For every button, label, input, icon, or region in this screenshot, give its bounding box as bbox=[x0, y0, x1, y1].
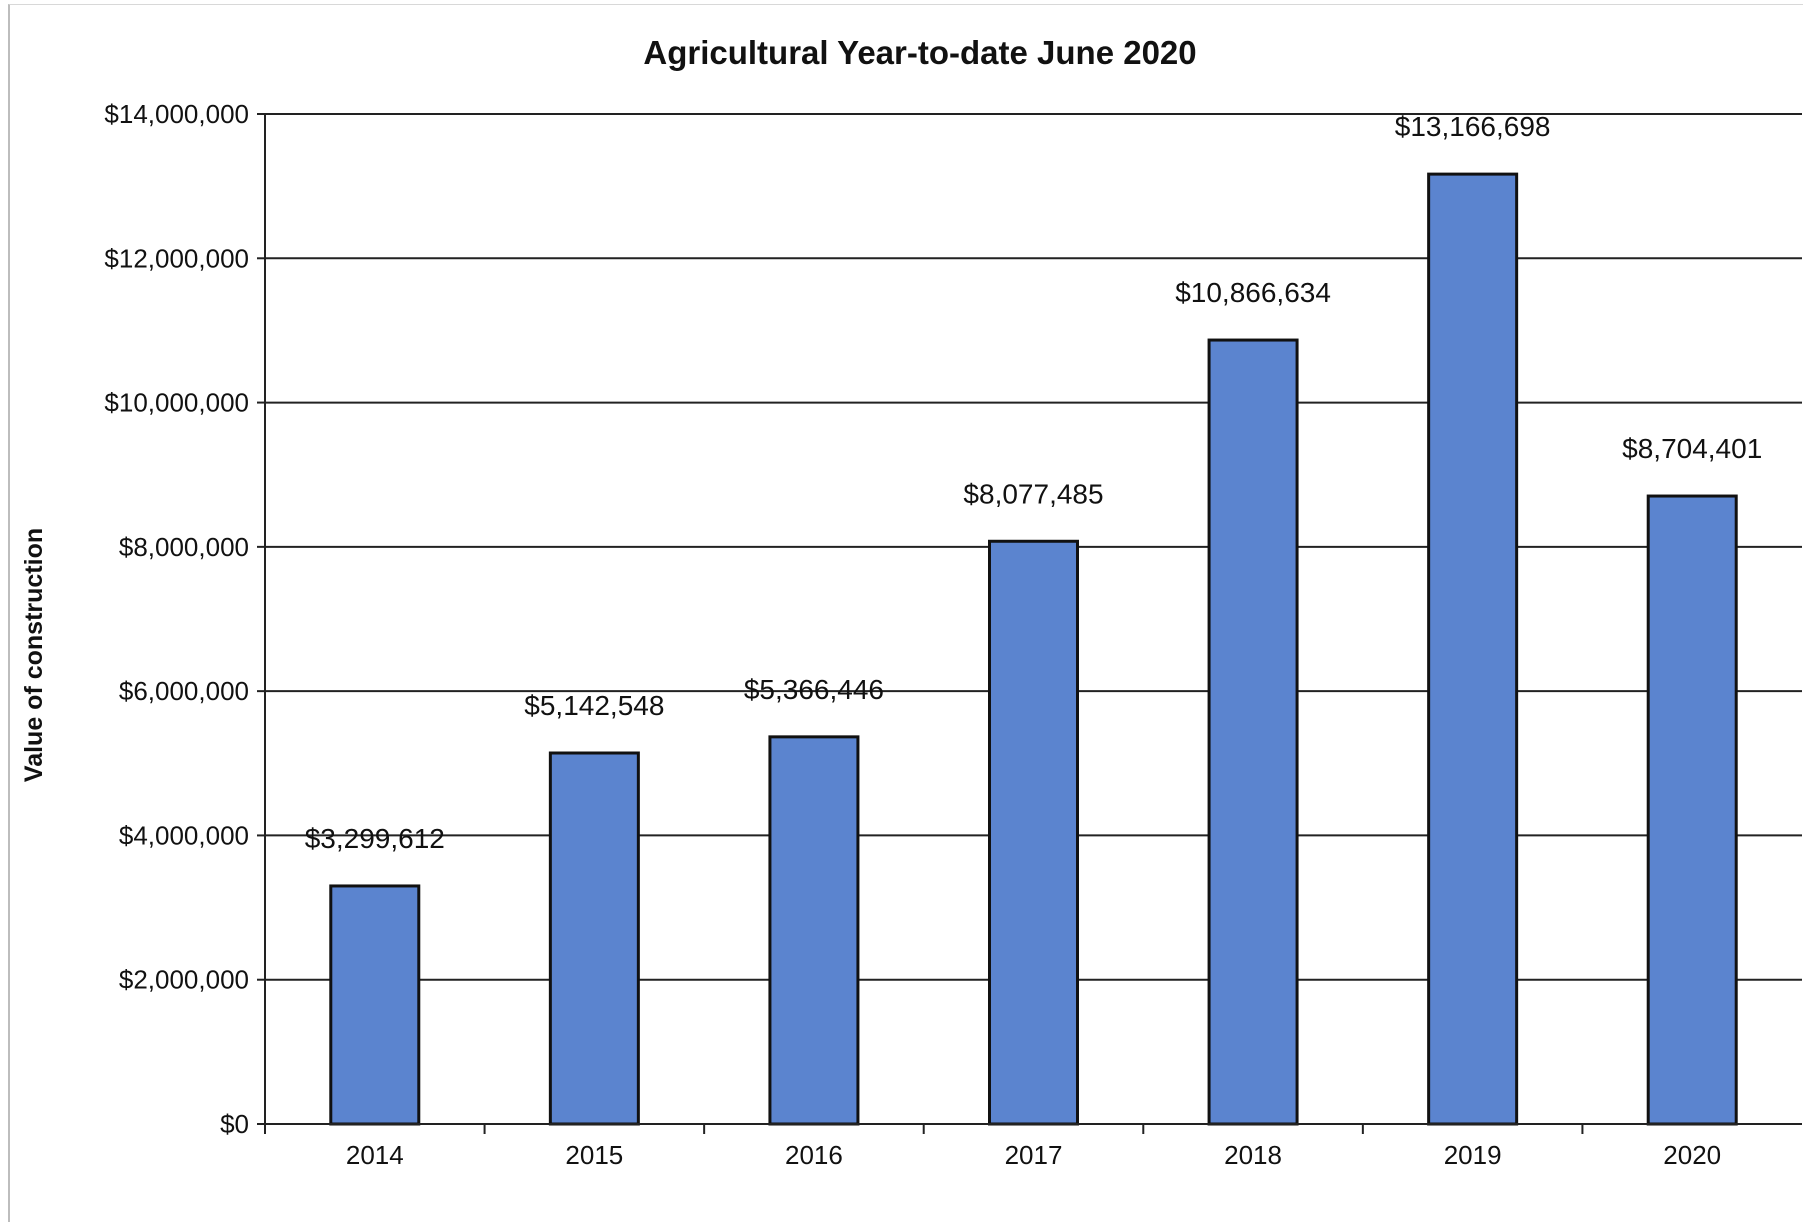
data-labels: $3,299,612 $5,142,548 $5,366,446 $8,077,485… bbox=[305, 111, 1763, 854]
bar-2016 bbox=[768, 735, 860, 1126]
y-tick-label: $12,000,000 bbox=[104, 243, 249, 273]
y-tick-label: $8,000,000 bbox=[119, 532, 249, 562]
x-tick-label-2014: 2014 bbox=[346, 1140, 404, 1170]
y-tick-label: $4,000,000 bbox=[119, 820, 249, 850]
x-tick-label-2020: 2020 bbox=[1663, 1140, 1721, 1170]
chart-title: Agricultural Year-to-date June 2020 bbox=[643, 34, 1196, 71]
chart-frame bbox=[8, 4, 1803, 1222]
data-label-2017: $8,077,485 bbox=[963, 478, 1103, 509]
y-tick-label: $6,000,000 bbox=[119, 676, 249, 706]
bar-2014 bbox=[329, 884, 421, 1126]
y-tick-label: $14,000,000 bbox=[104, 99, 249, 129]
y-tick-label: $10,000,000 bbox=[104, 388, 249, 418]
data-label-2016: $5,366,446 bbox=[744, 674, 884, 705]
data-label-2015: $5,142,548 bbox=[524, 690, 664, 721]
bar-2018 bbox=[1207, 338, 1299, 1126]
data-label-2020: $8,704,401 bbox=[1622, 433, 1762, 464]
y-axis-label: Value of construction bbox=[20, 528, 48, 782]
y-tick-label: $2,000,000 bbox=[119, 965, 249, 995]
x-tick-label-2017: 2017 bbox=[1005, 1140, 1063, 1170]
bar-2015 bbox=[548, 751, 640, 1126]
x-tick-label-2018: 2018 bbox=[1224, 1140, 1282, 1170]
x-tick-label-2016: 2016 bbox=[785, 1140, 843, 1170]
x-axis-ticks: 2014 2015 2016 2017 2018 2019 2020 bbox=[346, 1124, 1721, 1170]
y-tick-label: $0 bbox=[220, 1109, 249, 1139]
x-tick-label-2019: 2019 bbox=[1444, 1140, 1502, 1170]
bar-2019 bbox=[1427, 172, 1519, 1126]
data-label-2019: $13,166,698 bbox=[1395, 111, 1551, 142]
bars bbox=[329, 172, 1738, 1126]
y-axis-ticks: $0 $2,000,000 $4,000,000 $6,000,000 $8,000,0… bbox=[104, 99, 265, 1139]
axes bbox=[264, 114, 1802, 1134]
x-tick-label-2015: 2015 bbox=[565, 1140, 623, 1170]
bar-2020 bbox=[1646, 494, 1738, 1126]
bar-2017 bbox=[988, 539, 1079, 1126]
data-label-2018: $10,866,634 bbox=[1175, 277, 1331, 308]
data-label-2014: $3,299,612 bbox=[305, 823, 445, 854]
